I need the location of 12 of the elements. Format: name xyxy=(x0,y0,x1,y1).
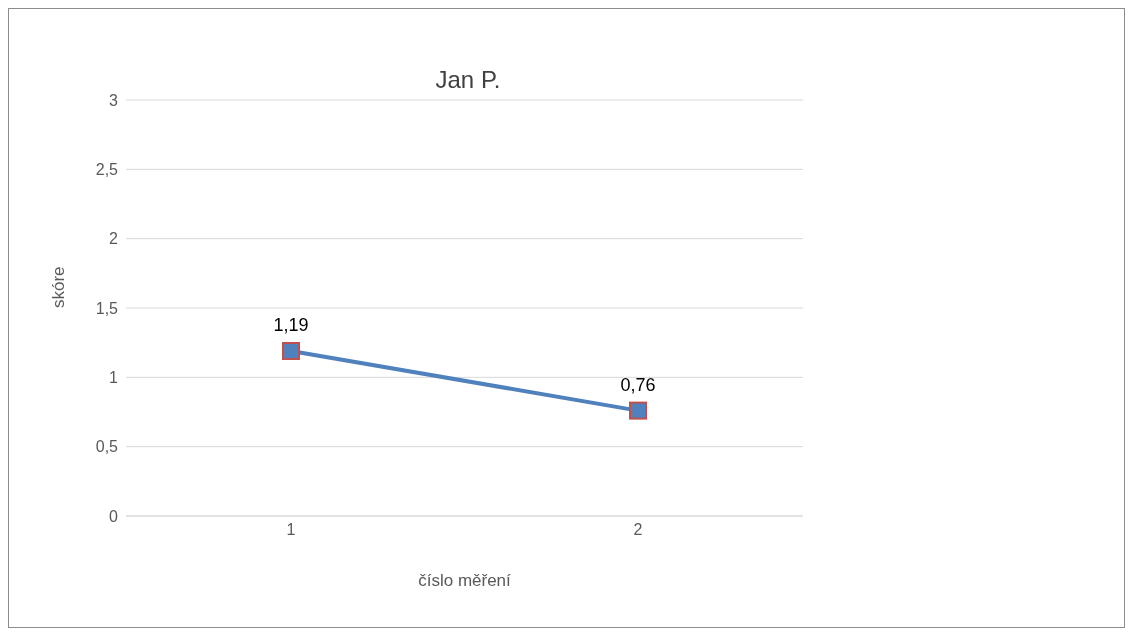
x-axis-title: číslo měření xyxy=(418,571,512,590)
y-tick-label: 2 xyxy=(109,230,119,248)
y-tick-label: 0,5 xyxy=(95,438,119,456)
y-tick-label: 0 xyxy=(109,507,119,525)
y-axis-title: skóre xyxy=(49,266,69,308)
y-tick-label: 2,5 xyxy=(95,161,119,179)
chart-title: Jan P. xyxy=(435,66,501,93)
data-label: 0,76 xyxy=(620,374,656,395)
y-tick-label: 1 xyxy=(109,369,119,387)
y-tick-label: 3 xyxy=(109,91,119,109)
y-tick-label: 1,5 xyxy=(95,299,119,317)
data-label: 1,19 xyxy=(273,314,309,335)
